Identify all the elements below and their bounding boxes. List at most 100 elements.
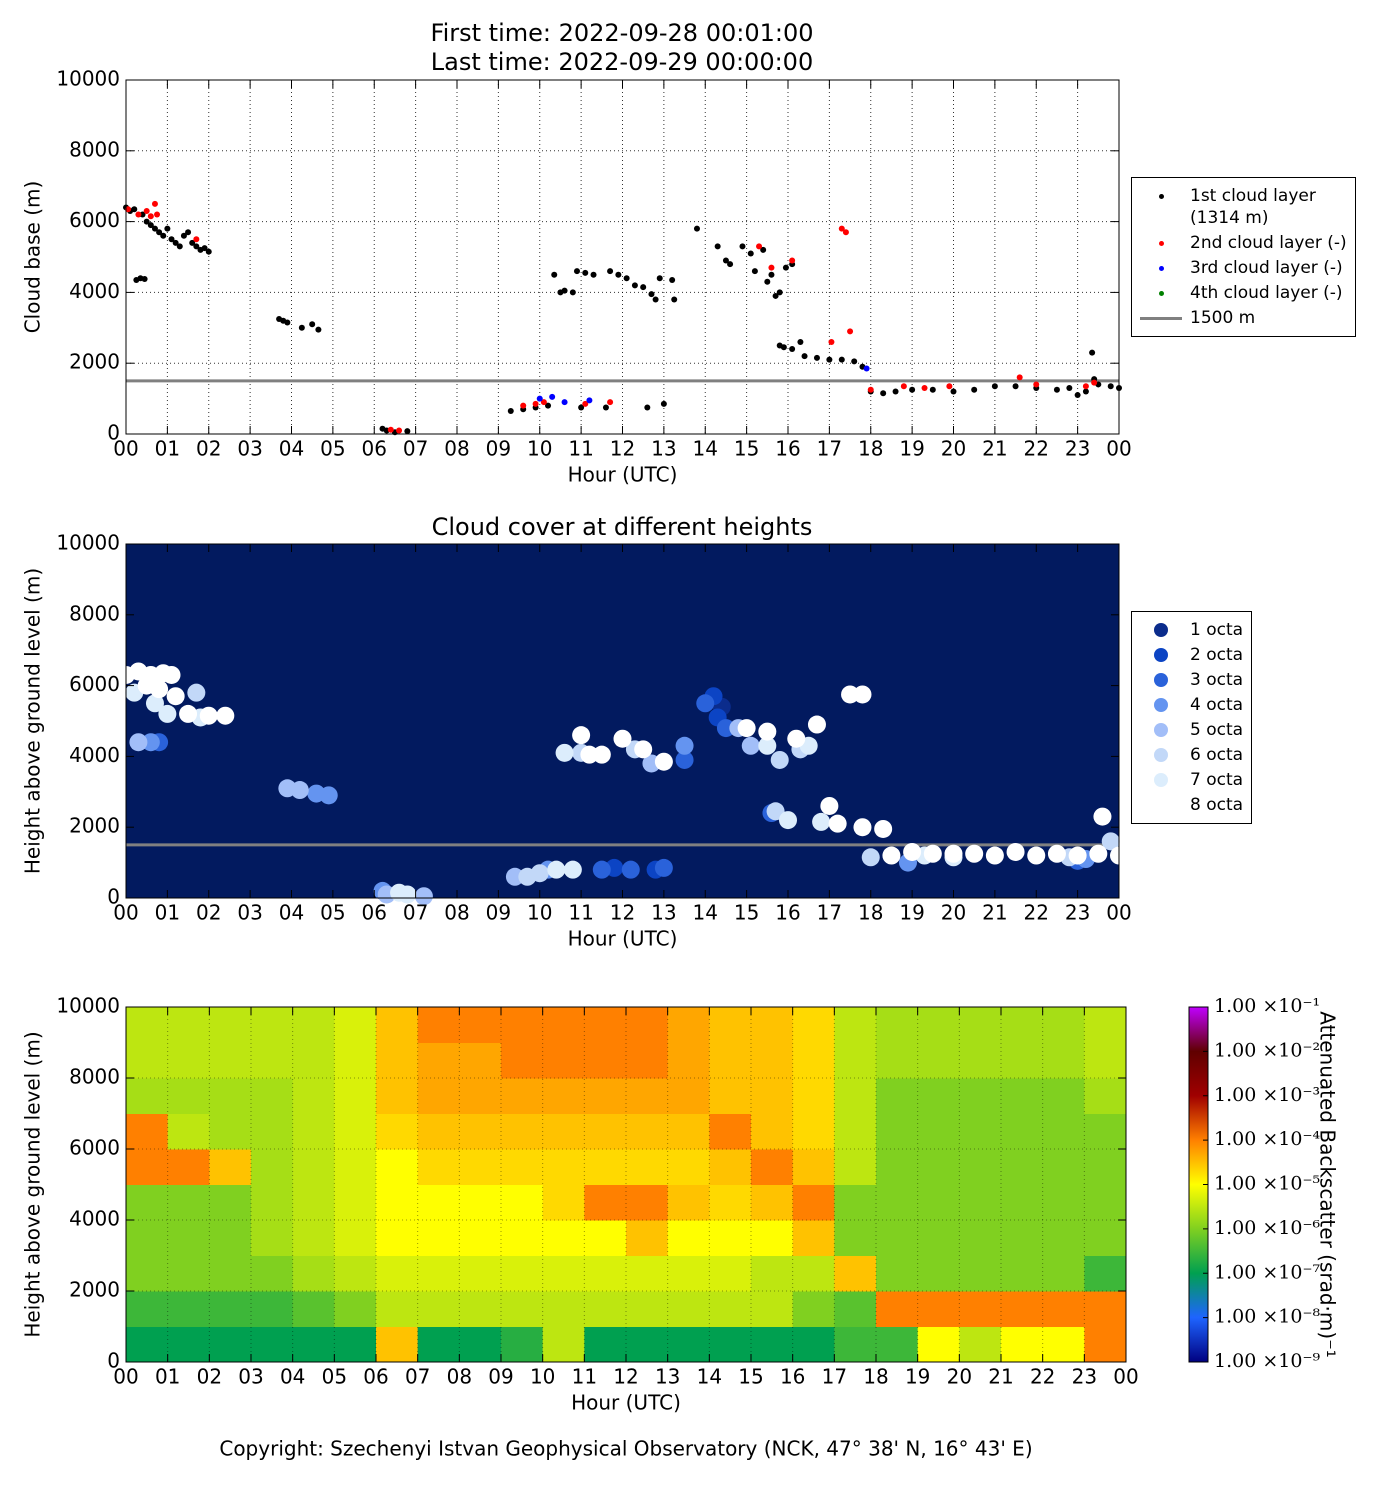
heat-cell [334,1255,377,1292]
point [675,750,694,769]
point [176,243,183,250]
heat-cell [626,1220,669,1256]
legend-item: 1st cloud layer (1314 m) [1140,185,1347,229]
heat-cell [834,1007,877,1043]
heat-cell [251,1149,294,1185]
point [131,206,138,213]
heat-cell [292,1255,335,1292]
x-tick-label: 04 [280,1365,305,1389]
point [772,292,779,299]
heat-cell [501,1291,544,1327]
heat-cell [376,1220,419,1256]
y-tick-label: 10000 [56,531,120,555]
heat-cell [376,1007,419,1043]
heat-cell [792,1255,835,1292]
point [201,245,208,252]
x-tick-label: 11 [568,437,593,461]
colorbar-tick-label: 1.00 ×10⁻² [1214,1039,1320,1061]
point [892,388,899,395]
heat-cell [542,1113,585,1150]
x-tick-label: 03 [237,901,262,925]
x-tick-label: 08 [444,437,469,461]
point [125,206,132,213]
point [555,743,574,762]
heat-cell [751,1220,794,1256]
legend-marker [1140,282,1182,304]
x-tick-label: 00 [1106,901,1131,925]
point [648,291,655,298]
point [1012,383,1019,390]
legend-swatch [1154,748,1168,762]
y-tick-label: 8000 [69,1065,120,1089]
heat-cell [1001,1220,1044,1256]
legend-swatch [1154,798,1168,812]
x-tick-label: 04 [279,437,304,461]
heat-cell [834,1326,877,1363]
x-tick-label: 16 [780,1365,805,1389]
heat-cell [917,1255,960,1292]
point [147,213,154,220]
point [572,726,591,745]
point [414,887,433,906]
point [863,365,870,372]
legend-label: 2nd cloud layer (-) [1190,233,1347,253]
x-tick-label: 15 [734,437,759,461]
point [578,404,585,411]
heat-cell [959,1220,1002,1256]
y-tick-label: 0 [107,1349,120,1373]
heat-cell [1042,1042,1085,1079]
heat-cell [584,1113,627,1150]
heat-cell [459,1326,502,1363]
heat-cell [126,1184,169,1221]
legend-swatch [1154,698,1168,712]
x-tick-label: 23 [1065,901,1090,925]
heat-cell [209,1291,252,1327]
legend-marker [1140,744,1182,766]
heat-cell [792,1184,835,1221]
heat-cell [626,1255,669,1292]
y-tick-label: 10000 [56,67,120,91]
x-tick-label: 22 [1024,901,1049,925]
x-tick-label: 09 [486,901,511,925]
heat-cell [251,1255,294,1292]
x-tick-label: 11 [568,901,593,925]
point [900,383,907,390]
heat-cell [292,1291,335,1327]
heat-cell [542,1255,585,1292]
legend-item: 3 octa [1140,669,1243,691]
point [853,685,872,704]
heat-cell [1001,1078,1044,1114]
point [590,271,597,278]
x-tick-label: 07 [403,437,428,461]
point [929,386,936,393]
heat-cell [584,1078,627,1114]
heat-cell [126,1078,169,1114]
legend-label: 3 octa [1190,670,1244,690]
heat-cell [209,1042,252,1079]
heat-cell [292,1326,335,1363]
heat-cell [584,1149,627,1185]
x-tick-label: 05 [320,437,345,461]
heat-cell [376,1255,419,1292]
legend-label: 6 octa [1190,745,1244,765]
heat-cell [542,1078,585,1114]
point [545,402,552,409]
heat-cell [167,1255,210,1292]
x-tick-label: 20 [941,901,966,925]
point [1066,384,1073,391]
point [592,745,611,764]
heat-cell [1001,1255,1044,1292]
point [1089,349,1096,356]
x-tick-label: 01 [155,1365,180,1389]
point [505,867,524,886]
heat-cell [626,1042,669,1079]
x-tick-label: 05 [322,1365,347,1389]
colorbar-tick-label: 1.00 ×10⁻³ [1214,1084,1320,1106]
heat-cell [709,1007,752,1043]
point [660,400,667,407]
point [779,811,797,830]
heat-cell [1084,1042,1127,1079]
x-tick-label: 23 [1072,1365,1097,1389]
x-tick-label: 01 [155,901,180,925]
heat-cell [709,1149,752,1185]
